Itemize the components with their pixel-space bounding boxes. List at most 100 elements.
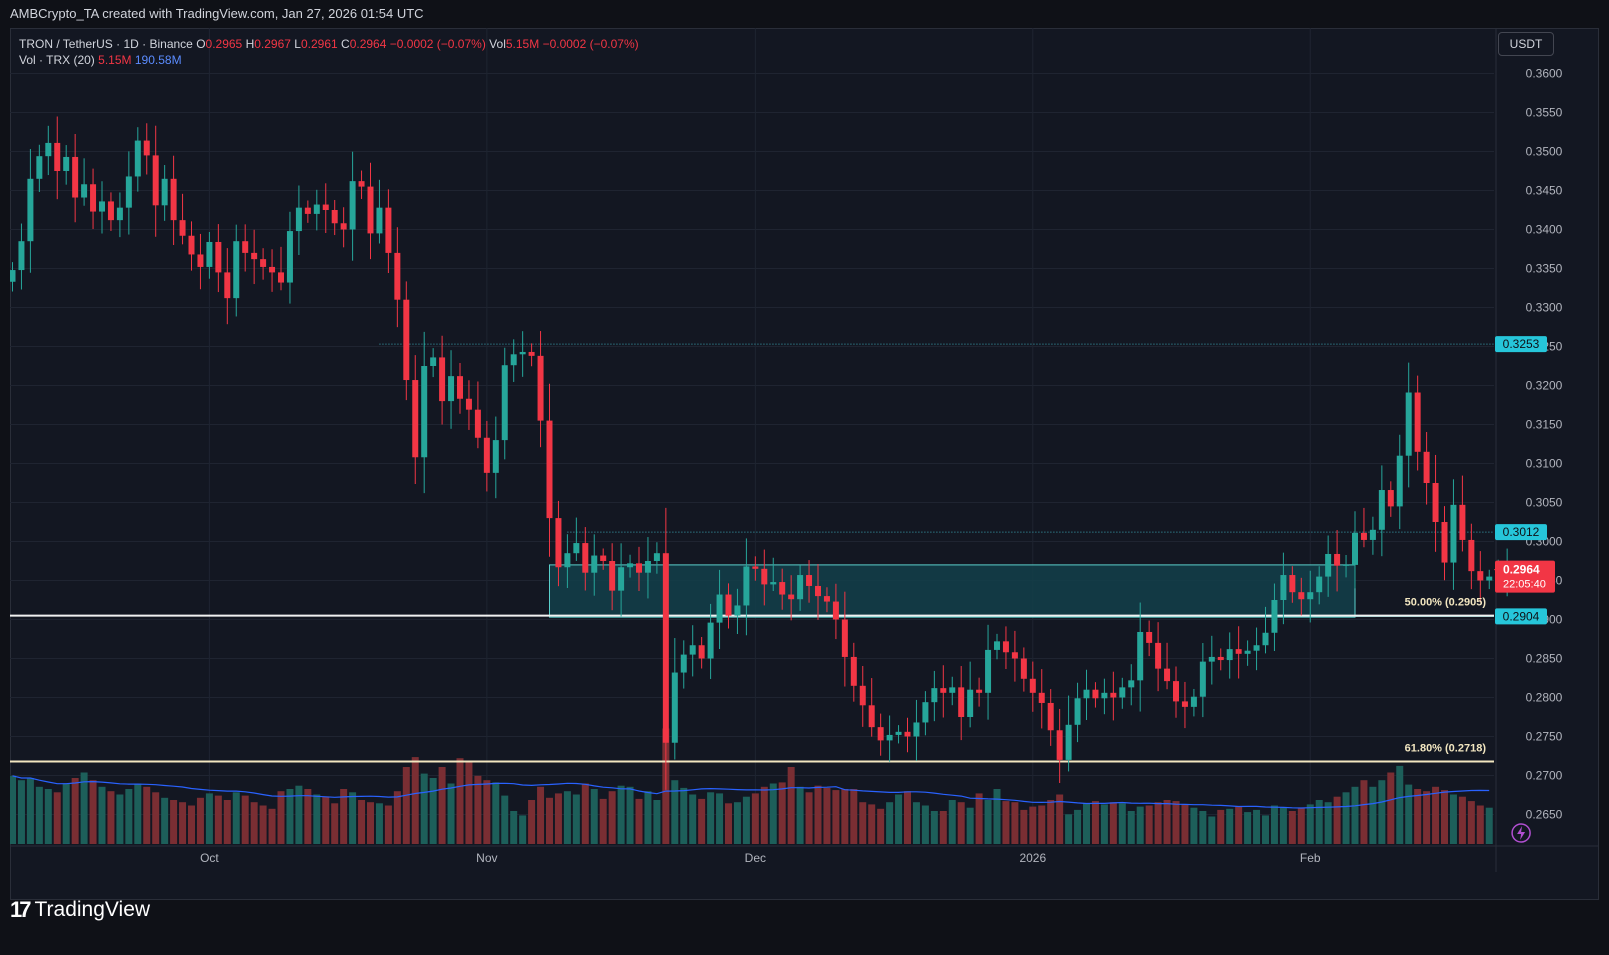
volume-bar [957, 802, 965, 844]
volume-bar [912, 802, 920, 844]
volume-bar [1172, 801, 1180, 844]
candle [662, 507, 669, 790]
volume-bar [358, 800, 366, 844]
low-label: L [294, 37, 301, 51]
volume-bar [1181, 804, 1189, 844]
volume-bar [510, 811, 518, 844]
volume-bar [993, 789, 1001, 844]
candle [492, 416, 499, 499]
candle [90, 168, 97, 229]
candle [1074, 682, 1081, 743]
candle [72, 133, 79, 223]
volume-bar [769, 783, 777, 844]
current-price-badge: 0.2964 22:05:40 [1495, 560, 1555, 593]
candle [555, 500, 562, 587]
candle [269, 249, 276, 292]
price-tick-label: 0.2700 [1526, 769, 1563, 783]
volume-bar [1029, 806, 1037, 844]
candle [215, 224, 222, 293]
alert-icon[interactable] [1511, 823, 1531, 843]
candle [251, 229, 258, 285]
candle [734, 588, 741, 634]
candle [510, 339, 517, 382]
candle [519, 331, 526, 377]
volume-indicator-label[interactable]: Vol · TRX (20) [19, 53, 95, 67]
candle [1047, 689, 1054, 746]
volume-bar [304, 789, 312, 844]
volume-bar [716, 793, 724, 844]
candle [340, 207, 347, 248]
support-zone [549, 564, 1356, 618]
time-tick-label: 2026 [1019, 851, 1046, 865]
candle [1334, 530, 1341, 592]
candle [501, 347, 508, 460]
volume-bar [1235, 806, 1243, 844]
candle [1396, 434, 1403, 530]
candle [1146, 620, 1153, 657]
candle [609, 543, 616, 611]
volume-bar [1306, 804, 1314, 844]
volume-bar [1449, 794, 1457, 844]
candle [1352, 511, 1358, 589]
candle [1387, 481, 1394, 517]
volume-bar [939, 811, 947, 844]
candle [1459, 475, 1466, 552]
ohlc-row: TRON / TetherUS · 1D · Binance O0.2965 H… [19, 36, 639, 52]
candle [1432, 454, 1439, 552]
volume-bar [188, 805, 195, 844]
candle [976, 677, 983, 707]
price-tick-label: 0.2850 [1526, 652, 1563, 666]
volume-bar [1208, 816, 1216, 844]
candle [537, 331, 544, 448]
candle [152, 125, 159, 237]
volume-bar [904, 791, 911, 844]
candle [1414, 375, 1421, 471]
volume-bar [1369, 786, 1377, 844]
price-chart[interactable]: 50.00% (0.2905) 61.80% (0.2718) 0.36000.… [10, 28, 1599, 900]
volume-bar [528, 800, 536, 844]
symbol-label[interactable]: TRON / TetherUS · 1D · Binance [19, 37, 193, 51]
volume-bar [841, 789, 849, 844]
volume-bar [465, 761, 473, 844]
volume-bar [635, 798, 643, 844]
volume-bar [725, 803, 732, 844]
candle [63, 145, 70, 185]
volume-bar [1279, 807, 1287, 844]
candle [125, 151, 132, 235]
volume-bar [322, 796, 330, 844]
candle [770, 557, 777, 591]
candles [10, 116, 1511, 790]
candle [1369, 516, 1376, 555]
volume-bar [572, 794, 580, 844]
price-tick-label: 0.2750 [1526, 730, 1563, 744]
volume-bar [268, 808, 276, 844]
candle [841, 591, 848, 687]
candle [367, 162, 374, 260]
volume-bar [35, 786, 43, 844]
volume-bar [241, 795, 249, 844]
volume-bar [653, 800, 661, 844]
candle [233, 224, 240, 317]
currency-button[interactable]: USDT [1498, 32, 1554, 56]
volume-bar [1351, 786, 1359, 844]
volume-bar [1244, 812, 1252, 844]
volume-bar [1360, 780, 1368, 844]
price-axis: 0.3600 0.3550 0.3500 0.3450 0.3400 0.3350 0.33… [1526, 67, 1563, 822]
candle [197, 233, 204, 290]
volume-bar [1270, 805, 1278, 844]
volume-bar [1020, 809, 1028, 844]
volume-bar [868, 804, 876, 844]
volume-bar [474, 775, 482, 844]
volume-bar [1324, 802, 1332, 844]
volume-bar [707, 792, 715, 844]
volume-bar [680, 787, 688, 844]
svg-text:0.3253: 0.3253 [1503, 337, 1540, 351]
candle [358, 170, 365, 199]
candle [143, 123, 150, 175]
candle [1477, 551, 1484, 603]
candle [779, 568, 786, 610]
volume-bar [116, 794, 124, 844]
volume-bar [1190, 807, 1198, 844]
volume-bar [1163, 800, 1171, 844]
candle [707, 603, 714, 679]
